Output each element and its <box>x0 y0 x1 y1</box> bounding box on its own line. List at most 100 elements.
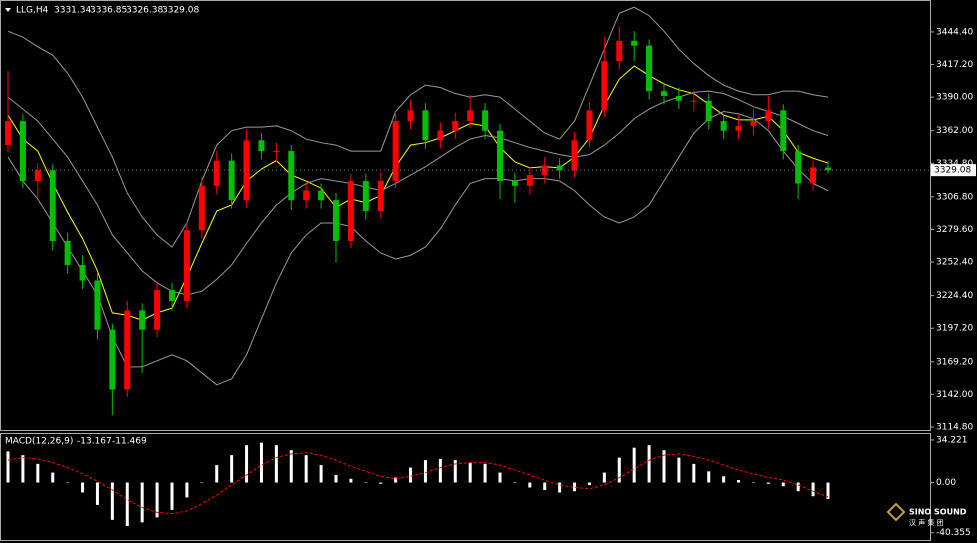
candle-body <box>19 121 26 182</box>
candle-body <box>109 329 116 390</box>
candle-body <box>318 190 325 201</box>
macd-bar <box>364 482 368 484</box>
menu-icon[interactable] <box>5 8 11 12</box>
candle-body <box>616 40 623 62</box>
header-close: 3329.08 <box>162 6 199 16</box>
macd-bar <box>200 482 204 484</box>
macd-bar <box>677 457 681 483</box>
candle-body <box>437 130 444 141</box>
candle-body <box>124 310 131 390</box>
macd-bar <box>513 482 517 484</box>
macd-bar <box>304 455 308 483</box>
macd-bar <box>498 472 502 483</box>
candle-body <box>422 110 429 141</box>
macd-bar <box>289 450 293 483</box>
candle-body <box>34 170 41 182</box>
macd-value: -13.167 <box>77 437 112 447</box>
macd-bar <box>468 462 472 483</box>
candle-body <box>228 160 235 201</box>
candle-body <box>169 290 175 301</box>
candle-body <box>407 110 414 122</box>
candle-body <box>497 130 503 182</box>
macd-panel <box>0 433 931 541</box>
macd-bar <box>259 442 263 483</box>
macd-bar <box>453 460 457 483</box>
candle-body <box>795 151 802 184</box>
candle-body <box>273 151 280 153</box>
candle-body <box>675 95 682 101</box>
candle-body <box>303 190 310 201</box>
macd-bar <box>483 463 487 483</box>
candle-body <box>705 100 712 122</box>
macd-bar <box>796 482 800 492</box>
macd-bar <box>394 477 398 483</box>
candle-body <box>377 181 384 212</box>
candle-body <box>258 140 265 152</box>
macd-title: MACD(12,26,9) <box>5 437 73 447</box>
candle-body <box>825 167 831 171</box>
macd-bar <box>587 482 591 486</box>
macd-bar <box>737 480 741 483</box>
y-tick-label: 3334.80 <box>936 159 973 169</box>
macd-bar <box>423 460 427 483</box>
y-tick-label: 3142.00 <box>936 390 973 400</box>
macd-bar <box>543 482 547 490</box>
candle-body <box>661 91 667 96</box>
header-open: 3331.34 <box>54 6 91 16</box>
y-tick-label: 3197.20 <box>936 324 973 334</box>
header-low: 3326.38 <box>126 6 163 16</box>
macd-bar <box>334 475 338 483</box>
y-tick-label: 34.221 <box>936 435 968 445</box>
macd-bar <box>81 482 85 493</box>
y-tick-label: 3224.40 <box>936 291 973 301</box>
macd-bar <box>617 457 621 483</box>
price-panel <box>0 0 931 431</box>
indicator-line <box>7 110 829 386</box>
candle-body <box>362 181 369 212</box>
macd-bar <box>602 472 606 483</box>
macd-bar <box>409 467 413 483</box>
candle-body <box>810 167 817 184</box>
symbol-title: LLG,H4 <box>16 6 49 16</box>
y-tick-label: 3306.80 <box>936 192 973 202</box>
y-tick-label: 3114.80 <box>936 423 973 433</box>
candle-body <box>347 181 354 241</box>
macd-bar <box>722 476 726 483</box>
y-tick-label: -40.355 <box>936 528 971 538</box>
macd-bar <box>781 482 785 487</box>
candle-body <box>571 140 578 171</box>
y-tick-label: 3169.20 <box>936 357 973 367</box>
macd-bar <box>438 458 442 483</box>
y-tick-label: 3417.20 <box>936 60 973 70</box>
candle-body <box>333 200 339 241</box>
macd-bar <box>155 482 159 518</box>
watermark-subtitle: 汉 声 集 团 <box>909 518 944 527</box>
last-price-box <box>931 164 976 177</box>
macd-bar <box>6 451 10 483</box>
macd-bar <box>170 482 174 510</box>
signal-line <box>7 452 829 515</box>
candle-body <box>750 121 757 126</box>
candle-body <box>631 40 638 46</box>
macd-bar <box>245 445 249 483</box>
macd-bar <box>573 482 577 492</box>
macd-bar <box>51 472 55 483</box>
candle-body <box>720 121 727 131</box>
candle-body <box>765 110 772 122</box>
watermark-name: SINO SOUND <box>909 508 967 517</box>
candle-body <box>94 280 101 330</box>
candle-body <box>511 181 518 186</box>
y-tick-label: 3444.40 <box>936 27 973 37</box>
macd-bar <box>185 482 189 498</box>
indicator-line <box>7 90 829 296</box>
candle-body <box>526 175 533 186</box>
candle-body <box>5 121 11 146</box>
logo <box>886 502 906 522</box>
macd-bar <box>274 445 278 483</box>
macd-bar <box>36 463 40 483</box>
candle-body <box>154 290 161 330</box>
candle-body <box>64 240 71 265</box>
candle-body <box>690 100 697 102</box>
